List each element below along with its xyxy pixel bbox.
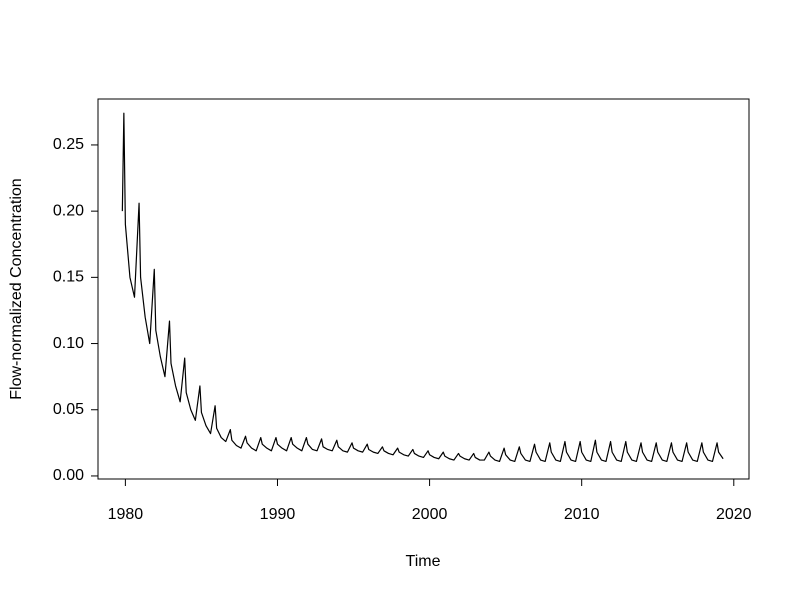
y-tick-label: 0.15: [53, 269, 84, 286]
y-axis-label: Flow-normalized Concentration: [8, 178, 25, 399]
x-tick-label: 1980: [108, 506, 144, 523]
plot-box: [97, 98, 750, 480]
y-tick-label: 0.00: [53, 467, 84, 484]
y-tick-label: 0.05: [53, 401, 84, 418]
x-tick-label: 1990: [260, 506, 296, 523]
x-axis-label: Time: [406, 553, 441, 570]
data-line: [121, 112, 724, 462]
y-tick-label: 0.25: [53, 136, 84, 153]
y-tick-label: 0.20: [53, 202, 84, 219]
x-tick-label: 2000: [412, 506, 448, 523]
x-tick-label: 2010: [564, 506, 600, 523]
x-tick-label: 2020: [716, 506, 752, 523]
y-tick-label: 0.10: [53, 335, 84, 352]
